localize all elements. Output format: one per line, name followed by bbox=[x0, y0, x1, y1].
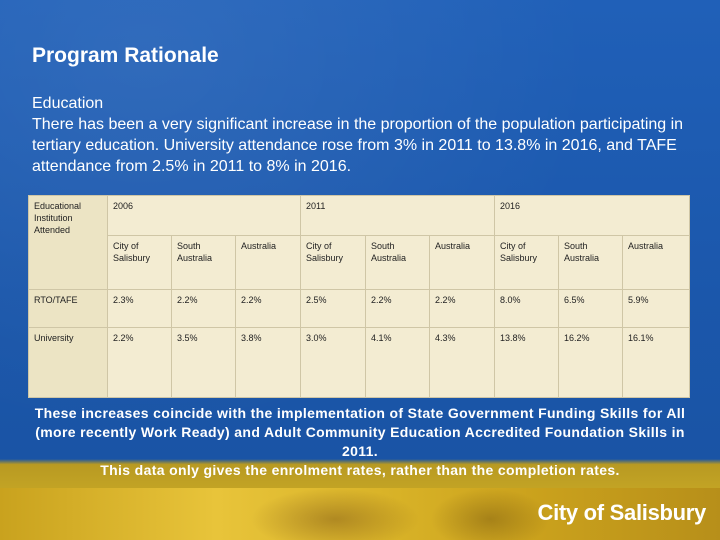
table-row: University 2.2% 3.5% 3.8% 3.0% 4.1% 4.3%… bbox=[28, 327, 691, 398]
education-table: Educational Institution Attended 2006 20… bbox=[28, 195, 691, 398]
year-header: 2016 bbox=[494, 195, 691, 236]
table-cell: 2.2% bbox=[428, 289, 496, 328]
table-cell: 2.2% bbox=[235, 289, 301, 328]
region-header: City of Salisbury bbox=[494, 235, 560, 290]
footnote-line: These increases coincide with the implem… bbox=[34, 405, 686, 459]
row-label: RTO/TAFE bbox=[28, 289, 108, 328]
footer-photo-shadow bbox=[250, 488, 420, 540]
city-of-salisbury-logo: City of Salisbury bbox=[537, 500, 707, 525]
year-header-row: Educational Institution Attended 2006 20… bbox=[28, 195, 691, 290]
footnote-text: These increases coincide with the implem… bbox=[18, 404, 702, 480]
row-label: University bbox=[28, 327, 108, 398]
region-header: City of Salisbury bbox=[300, 235, 366, 290]
year-header: 2011 bbox=[299, 195, 496, 236]
table-cell: 16.2% bbox=[558, 327, 624, 398]
table-cell: 2.2% bbox=[107, 327, 172, 398]
region-header: Australia bbox=[428, 235, 496, 290]
table-cell: 8.0% bbox=[494, 289, 560, 328]
region-header: Australia bbox=[622, 235, 691, 290]
footer-band bbox=[0, 488, 720, 540]
region-header: Australia bbox=[235, 235, 301, 290]
table-cell: 5.9% bbox=[622, 289, 691, 328]
year-header: 2006 bbox=[107, 195, 301, 236]
region-header: South Australia bbox=[365, 235, 430, 290]
table-cell: 2.5% bbox=[300, 289, 366, 328]
table-cell: 4.1% bbox=[365, 327, 430, 398]
table-cell: 2.2% bbox=[365, 289, 430, 328]
section-heading: Education bbox=[32, 95, 104, 112]
table-cell: 13.8% bbox=[494, 327, 560, 398]
footer-photo-shadow bbox=[430, 488, 550, 540]
table-cell: 16.1% bbox=[622, 327, 691, 398]
corner-label: Educational Institution Attended bbox=[28, 195, 108, 290]
region-header: City of Salisbury bbox=[107, 235, 172, 290]
section-paragraph: There has been a very significant increa… bbox=[32, 116, 684, 175]
table-cell: 3.8% bbox=[235, 327, 301, 398]
body-text: Education There has been a very signific… bbox=[32, 93, 702, 177]
table-cell: 4.3% bbox=[428, 327, 496, 398]
region-header: South Australia bbox=[171, 235, 236, 290]
table-cell: 3.0% bbox=[300, 327, 366, 398]
footnote-line: This data only gives the enrolment rates… bbox=[100, 462, 620, 478]
table-cell: 6.5% bbox=[558, 289, 624, 328]
region-header-row: City of Salisbury South Australia Austra… bbox=[29, 235, 691, 290]
table-row: RTO/TAFE 2.3% 2.2% 2.2% 2.5% 2.2% 2.2% 8… bbox=[28, 289, 691, 328]
table-cell: 2.3% bbox=[107, 289, 172, 328]
region-header: South Australia bbox=[558, 235, 624, 290]
slide-title: Program Rationale bbox=[32, 44, 219, 67]
table-cell: 3.5% bbox=[171, 327, 236, 398]
table-cell: 2.2% bbox=[171, 289, 236, 328]
